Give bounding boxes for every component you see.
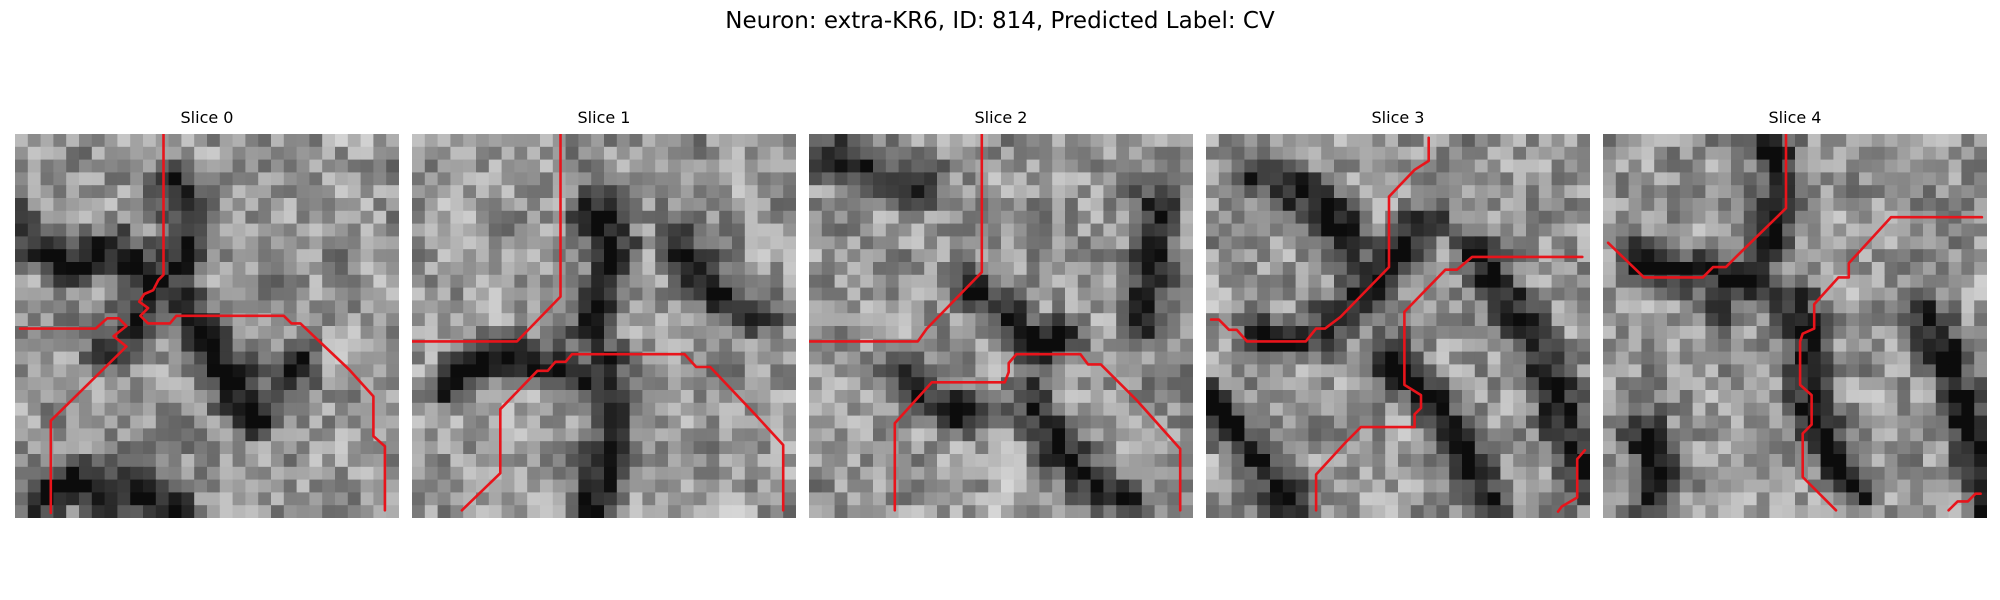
slice-title-0: Slice 0: [180, 108, 234, 127]
pixel-grid: [809, 134, 1193, 518]
slice-title-3: Slice 3: [1371, 108, 1425, 127]
segmentation-contour-1: [1798, 215, 1984, 512]
slice-title-2: Slice 2: [974, 108, 1028, 127]
pixel-grid: [412, 134, 796, 518]
segmentation-contour-0: [1209, 136, 1430, 343]
segmentation-contour-1: [18, 317, 128, 515]
segmentation-contour-1: [460, 352, 785, 512]
figure-title: Neuron: extra-KR6, ID: 814, Predicted La…: [725, 8, 1275, 34]
slice-image-2: [809, 134, 1193, 518]
slice-image-3: [1206, 134, 1590, 518]
segmentation-contour-0: [137, 134, 387, 512]
slice-title-1: Slice 1: [577, 108, 631, 127]
segmentation-contour-0: [1606, 134, 1788, 279]
segmentation-contour-0: [412, 134, 562, 343]
slice-image-4: [1603, 134, 1987, 518]
segmentation-contour-1: [1556, 448, 1587, 513]
pixel-grid: [15, 134, 399, 518]
pixel-grid: [1206, 134, 1590, 518]
pixel-grid: [1603, 134, 1987, 518]
slice-image-1: [412, 134, 796, 518]
segmentation-contour-0: [809, 134, 984, 343]
segmentation-contour-1: [893, 352, 1182, 512]
slice-image-0: [15, 134, 399, 518]
segmentation-contour-2: [1947, 492, 1982, 512]
slice-title-4: Slice 4: [1768, 108, 1822, 127]
segmentation-contour-2: [1314, 255, 1584, 512]
